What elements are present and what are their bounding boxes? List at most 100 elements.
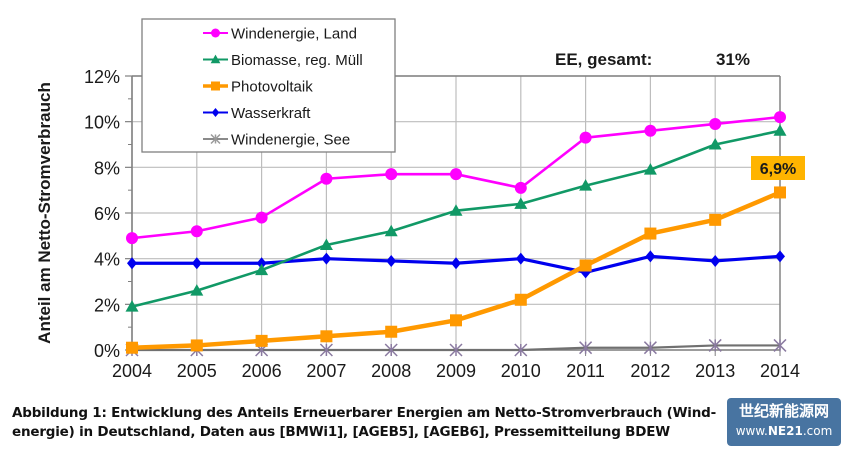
x-tick-label: 2006: [242, 361, 282, 381]
series-biomasse-reg-m-ll: [125, 124, 787, 312]
triangle-marker: [643, 163, 657, 175]
circle-marker: [774, 111, 786, 124]
x-tick-label: 2005: [177, 361, 217, 381]
diamond-marker: [256, 257, 267, 270]
x-tick-label: 2004: [112, 361, 152, 381]
diamond-marker: [645, 250, 656, 263]
diamond-marker: [321, 252, 332, 265]
watermark-url-suffix: .com: [802, 424, 833, 438]
asterisk-marker: [643, 341, 657, 355]
square-marker: [709, 213, 722, 226]
triangle-marker: [190, 284, 204, 296]
series-windenergie-land: [126, 111, 786, 245]
x-tick-label: 2011: [566, 361, 605, 381]
circle-marker: [255, 211, 268, 224]
square-marker: [190, 339, 203, 352]
x-axis-ticks: 2004 2005 2006 2007 2008 2009 2010 2011 2012 2013…: [112, 350, 800, 381]
y-axis-ticks: 0% 2% 4% 6% 8% 10% 12%: [84, 67, 132, 361]
diamond-marker: [191, 257, 202, 270]
square-marker: [320, 330, 333, 343]
diamond-marker: [211, 108, 220, 117]
y-tick-label: 2%: [94, 295, 120, 315]
legend-box: [141, 18, 396, 153]
watermark-url-prefix: www.: [735, 424, 768, 438]
watermark-brand: NE21: [767, 424, 803, 438]
asterisk-marker: [579, 341, 593, 355]
y-tick-label: 0%: [94, 341, 120, 361]
y-tick-label: 10%: [84, 113, 120, 133]
circle-marker: [211, 28, 220, 38]
circle-marker: [450, 168, 462, 181]
ee-total-label: EE, gesamt:: [555, 50, 652, 69]
square-marker: [774, 186, 786, 199]
annotations: EE, gesamt: 31% 6,9%: [555, 50, 805, 180]
triangle-marker: [579, 179, 593, 191]
triangle-marker: [514, 197, 528, 209]
watermark-url: www.NE21.com: [727, 422, 841, 440]
square-marker: [126, 341, 138, 354]
asterisk-marker: [384, 343, 398, 357]
legend-label: Biomasse, reg. Müll: [231, 52, 363, 69]
y-tick-label: 6%: [94, 204, 120, 224]
asterisk-marker: [449, 343, 463, 357]
x-tick-label: 2007: [306, 361, 346, 381]
triangle-marker: [125, 300, 139, 312]
legend-item: Biomasse, reg. Müll: [203, 52, 363, 69]
square-marker: [211, 81, 220, 91]
asterisk-marker: [210, 133, 221, 145]
figure-caption: Abbildung 1: Entwicklung des Anteils Ern…: [12, 404, 847, 442]
triangle-marker: [449, 204, 463, 216]
circle-marker: [579, 131, 592, 144]
series-group: [125, 111, 787, 357]
legend-label: Windenergie, See: [231, 132, 350, 149]
pv-annotation-label: 6,9%: [760, 161, 796, 178]
x-tick-label: 2010: [501, 361, 541, 381]
diamond-marker: [386, 254, 397, 267]
x-tick-label: 2008: [371, 361, 411, 381]
legend-item: Windenergie, Land: [203, 26, 357, 43]
diamond-marker: [515, 252, 526, 265]
circle-marker: [126, 232, 138, 245]
asterisk-marker: [773, 338, 787, 352]
diamond-marker: [127, 257, 137, 270]
diamond-marker: [775, 250, 785, 263]
circle-marker: [320, 172, 333, 185]
watermark-title: 世纪新能源网: [738, 402, 829, 420]
caption-line-2: energie) in Deutschland, Daten aus [BMWi…: [12, 424, 670, 440]
asterisk-marker: [319, 343, 333, 357]
caption-line-1: Abbildung 1: Entwicklung des Anteils Ern…: [12, 405, 717, 421]
legend-item: Wasserkraft: [203, 105, 311, 122]
asterisk-marker: [708, 338, 722, 352]
series-photovoltaik: [126, 186, 786, 354]
triangle-marker: [708, 138, 722, 150]
x-tick-label: 2013: [695, 361, 735, 381]
square-marker: [644, 227, 657, 240]
ee-total-value: 31%: [716, 50, 750, 69]
legend-item: Photovoltaik: [203, 79, 313, 96]
pv-annotation-box: [751, 156, 805, 180]
triangle-marker: [384, 224, 398, 237]
line-chart: 0%2%4%6%8%10%12% 2004 2005 2006 2007 2008 200…: [35, 18, 805, 381]
y-tick-label: 12%: [84, 67, 120, 87]
watermark-logo: 世纪新能源网 www.NE21.com: [727, 398, 841, 446]
circle-marker: [385, 168, 398, 181]
legend-label: Wasserkraft: [231, 105, 311, 122]
square-marker: [450, 314, 462, 327]
square-marker: [579, 259, 592, 272]
square-marker: [385, 325, 398, 338]
y-tick-label: 4%: [94, 250, 120, 270]
circle-marker: [514, 181, 527, 194]
x-tick-label: 2014: [760, 361, 800, 381]
triangle-marker: [319, 238, 333, 250]
triangle-marker: [210, 54, 221, 64]
circle-marker: [190, 225, 203, 238]
x-tick-label: 2009: [436, 361, 476, 381]
legend-label: Windenergie, Land: [231, 26, 357, 43]
circle-marker: [644, 124, 657, 137]
square-marker: [255, 334, 268, 347]
legend-item: Windenergie, See: [203, 132, 350, 149]
y-tick-label: 8%: [94, 158, 120, 178]
y-axis-label: Anteil am Netto-Stromverbrauch: [35, 82, 54, 344]
triangle-marker: [773, 124, 787, 136]
x-tick-label: 2012: [630, 361, 670, 381]
